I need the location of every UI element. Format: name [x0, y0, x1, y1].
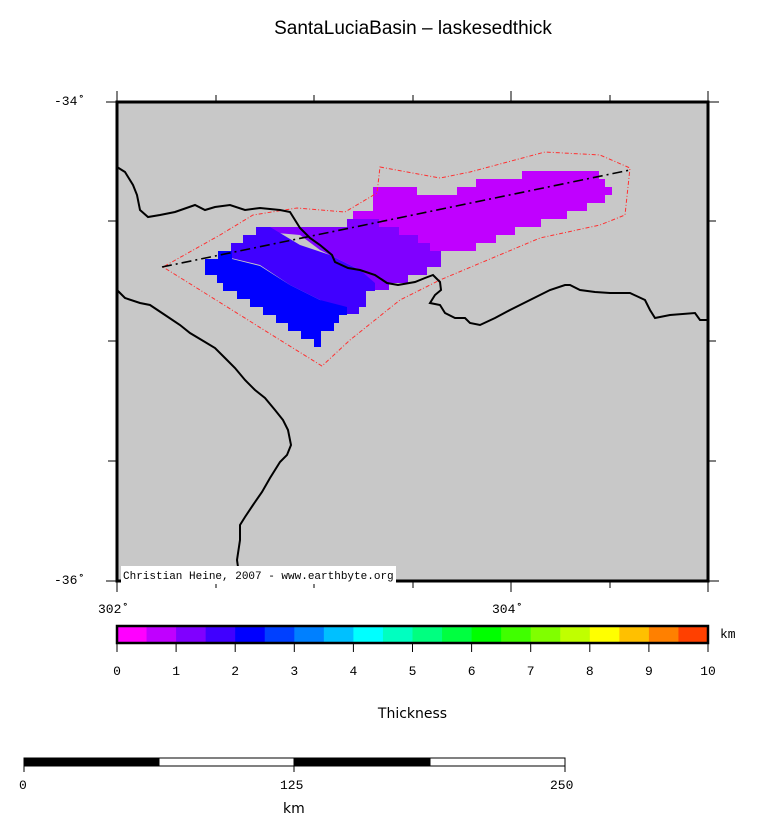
- scalebar-segment: [293, 757, 431, 767]
- scalebar-segment: [23, 757, 160, 767]
- colorbar-swatch: [442, 626, 473, 643]
- credit-text: Christian Heine, 2007 - www.earthbyte.or…: [123, 571, 394, 583]
- colorbar-tick-label: 10: [700, 664, 716, 679]
- colorbar-tick-label: 6: [467, 664, 476, 679]
- colorbar-tick-label: 9: [644, 664, 653, 679]
- lon-label-302: 302˚: [98, 602, 130, 617]
- colorbar-swatch: [146, 626, 177, 643]
- colorbar-tick-label: 4: [349, 664, 358, 679]
- colorbar-swatch: [205, 626, 236, 643]
- grid-cell-region-blue: [205, 251, 347, 347]
- thickness-grid: [205, 171, 612, 347]
- colorbar-swatch: [471, 626, 502, 643]
- lon-label-304: 304˚: [492, 602, 524, 617]
- colorbar: [115, 624, 710, 652]
- colorbar-swatch: [619, 626, 650, 643]
- colorbar-swatch: [648, 626, 679, 643]
- colorbar-swatch: [412, 626, 443, 643]
- lat-label-north: -34˚: [54, 94, 86, 109]
- colorbar-swatch: [264, 626, 295, 643]
- scalebar-segment: [429, 757, 566, 767]
- map-title: SantaLuciaBasin – laskesedthick: [274, 18, 552, 39]
- colorbar-swatch: [353, 626, 384, 643]
- colorbar-unit: km: [720, 627, 736, 642]
- colorbar-swatch: [589, 626, 620, 643]
- colorbar-swatch: [530, 626, 561, 643]
- map-background: [117, 102, 708, 581]
- colorbar-swatch: [176, 626, 207, 643]
- colorbar-tick-label: 8: [585, 664, 594, 679]
- colorbar-tick-label: 2: [231, 664, 240, 679]
- colorbar-tick-label: 7: [526, 664, 535, 679]
- scalebar-unit: km: [283, 801, 305, 817]
- colorbar-label: Thickness: [377, 706, 448, 722]
- colorbar-swatch: [294, 626, 325, 643]
- colorbar-swatch: [501, 626, 532, 643]
- coastline-south: [116, 289, 293, 582]
- coastline-north: [116, 166, 708, 327]
- colorbar-swatch: [323, 626, 354, 643]
- colorbar-swatch: [382, 626, 413, 643]
- colorbar-swatch: [235, 626, 266, 643]
- colorbar-swatch: [117, 626, 148, 643]
- basin-outline: [162, 151, 631, 367]
- scalebar-segment: [158, 757, 295, 767]
- colorbar-tick-label: 0: [113, 664, 121, 679]
- scalebar-label-0: 0: [19, 778, 27, 793]
- scalebar-label-250: 250: [550, 778, 574, 793]
- colorbar-swatch: [678, 626, 709, 643]
- grid-cell-region-indigo: [231, 227, 375, 314]
- colorbar-tick-label: 1: [172, 664, 180, 679]
- colorbar-tick-label: 5: [408, 664, 417, 679]
- scalebar: [23, 757, 566, 772]
- grid-cell-region-purple: [256, 219, 441, 290]
- scalebar-label-125: 125: [280, 778, 304, 793]
- colorbar-tick-label: 3: [290, 664, 299, 679]
- credit-label: Christian Heine, 2007 - www.earthbyte.or…: [121, 566, 396, 584]
- lat-label-south: -36˚: [54, 573, 86, 588]
- colorbar-swatch: [560, 626, 591, 643]
